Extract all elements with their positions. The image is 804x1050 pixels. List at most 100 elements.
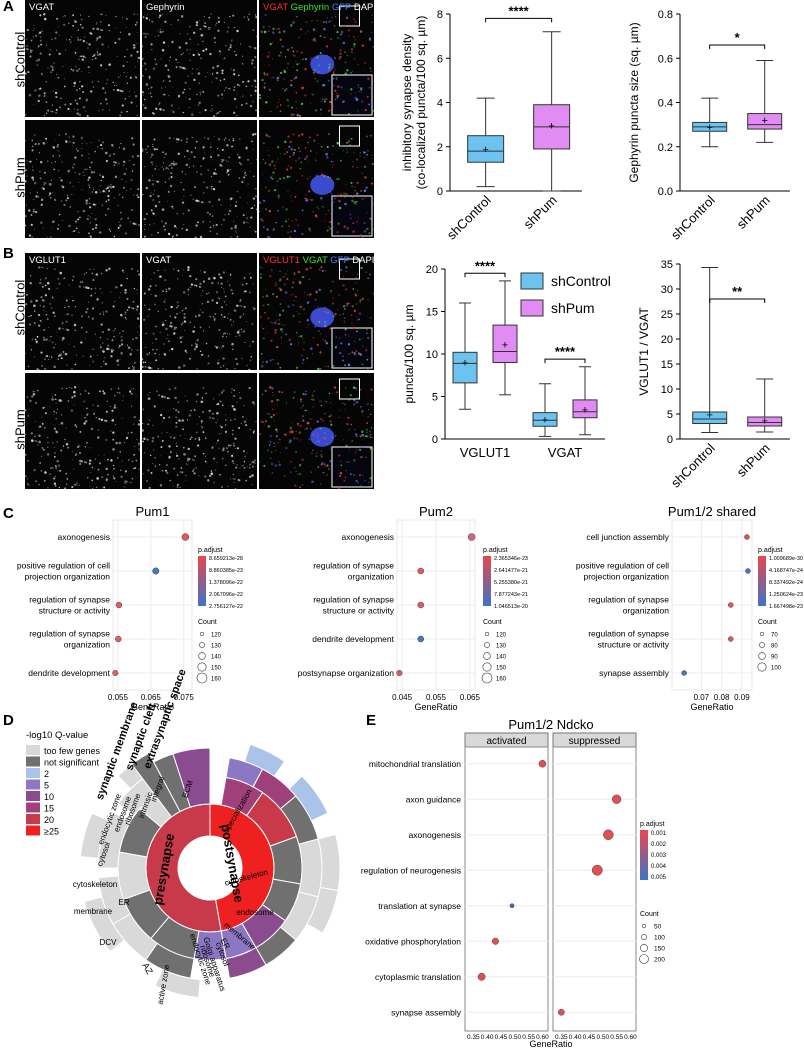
punctum	[120, 89, 123, 92]
punctum	[31, 149, 34, 152]
punctum	[48, 192, 52, 195]
legend-label: 5	[44, 781, 49, 791]
punctum	[209, 230, 212, 233]
punctum	[360, 91, 362, 93]
punctum	[197, 72, 201, 75]
punctum	[340, 86, 343, 89]
punctum	[122, 164, 125, 166]
punctum	[169, 60, 171, 62]
punctum	[299, 62, 301, 64]
punctum	[206, 211, 210, 214]
punctum	[94, 203, 96, 206]
punctum	[219, 79, 222, 82]
punctum	[277, 27, 281, 31]
punctum	[83, 175, 85, 177]
punctum	[190, 113, 194, 116]
punctum	[289, 24, 293, 27]
punctum	[346, 69, 349, 72]
punctum	[33, 104, 35, 106]
data-point	[115, 601, 123, 609]
size-legend-label: 90	[771, 655, 778, 661]
punctum	[171, 205, 174, 208]
size-legend-label: 160	[496, 677, 507, 683]
punctum	[182, 52, 184, 54]
punctum	[52, 228, 54, 230]
punctum	[121, 196, 124, 199]
punctum	[100, 191, 102, 193]
punctum	[291, 106, 293, 109]
punctum	[159, 14, 162, 17]
punctum	[193, 31, 196, 34]
colorbar-label: 2.756127e-22	[209, 604, 243, 610]
punctum	[168, 177, 171, 180]
punctum	[232, 138, 234, 140]
punctum	[300, 102, 304, 106]
punctum	[112, 81, 115, 84]
punctum	[199, 28, 202, 31]
punctum	[88, 157, 90, 159]
term-label: oxidative phosphorylation	[365, 936, 461, 946]
punctum	[75, 102, 78, 104]
y-tick-label: 4	[437, 98, 443, 110]
punctum	[114, 41, 117, 44]
punctum	[208, 16, 211, 19]
punctum	[293, 77, 296, 80]
punctum	[296, 69, 299, 72]
punctum	[292, 21, 295, 24]
punctum	[101, 43, 104, 46]
punctum	[204, 25, 206, 27]
punctum	[50, 49, 52, 51]
colorbar-label: 0.001	[651, 831, 667, 837]
punctum	[34, 134, 36, 136]
punctum	[239, 138, 241, 140]
punctum	[222, 218, 225, 221]
punctum	[64, 133, 67, 136]
punctum	[192, 198, 194, 200]
punctum	[293, 86, 295, 88]
punctum	[157, 195, 160, 198]
punctum	[144, 35, 147, 39]
punctum	[285, 87, 288, 91]
punctum	[325, 21, 328, 24]
punctum	[58, 134, 60, 136]
punctum	[72, 135, 75, 138]
punctum	[304, 32, 306, 34]
punctum	[204, 137, 206, 139]
punctum	[77, 218, 80, 221]
punctum	[296, 15, 298, 18]
punctum	[184, 81, 187, 84]
punctum	[286, 67, 289, 69]
punctum	[68, 141, 70, 143]
punctum	[200, 173, 203, 176]
legend-swatch	[26, 768, 40, 778]
punctum	[85, 56, 87, 58]
x-tick-label: 0.55	[610, 1034, 623, 1041]
y-tick-label: 5	[667, 409, 673, 421]
legend-swatch	[26, 779, 40, 790]
punctum	[234, 224, 237, 227]
punctum	[229, 46, 232, 49]
punctum	[219, 163, 222, 167]
punctum	[269, 43, 272, 46]
size-legend-label: 120	[496, 633, 507, 639]
punctum	[237, 154, 239, 156]
punctum	[259, 93, 261, 97]
y-tick-label: 25	[661, 309, 673, 321]
punctum	[167, 69, 170, 71]
punctum	[142, 94, 144, 96]
punctum	[93, 54, 96, 57]
sunburst-segment	[298, 838, 323, 898]
punctum	[63, 203, 66, 207]
punctum	[128, 33, 131, 36]
punctum	[272, 58, 273, 60]
punctum	[158, 103, 160, 106]
punctum	[150, 156, 153, 158]
punctum	[178, 62, 180, 64]
punctum	[89, 216, 91, 218]
punctum	[278, 31, 281, 34]
punctum	[325, 98, 328, 100]
punctum	[94, 191, 98, 194]
legend-count-title: Count	[198, 619, 217, 626]
punctum	[223, 22, 225, 24]
punctum	[321, 101, 323, 103]
